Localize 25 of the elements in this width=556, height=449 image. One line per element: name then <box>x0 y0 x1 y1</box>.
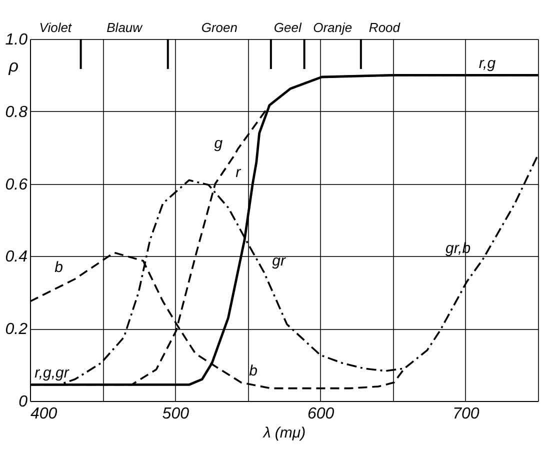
x-tick-label: 700 <box>452 406 480 422</box>
y-tick-label: 0.2 <box>5 321 28 338</box>
annotation: r,g,gr <box>34 364 70 382</box>
y-tick-label: 0.6 <box>5 176 28 194</box>
annotation: b <box>54 259 63 276</box>
y-tick-label: 0 <box>18 394 28 410</box>
annotation: g <box>214 134 224 152</box>
text: Rood <box>368 20 401 35</box>
annotation: b <box>249 362 258 380</box>
annotation: r,g <box>478 55 496 72</box>
annotation: r <box>236 164 242 181</box>
ref-line-label: Blauw <box>106 20 144 35</box>
y-tick-label: 0.4 <box>5 248 28 266</box>
y-tick-label: 0.8 <box>5 104 28 121</box>
annotation: gr <box>272 252 286 270</box>
y-tick-label: 1.0 <box>5 32 28 48</box>
x-tick-label: 400 <box>30 406 58 422</box>
x-tick-label: 500 <box>162 406 190 422</box>
ref-line-label: Oranje <box>313 20 352 35</box>
y-axis-title: ρ <box>8 56 19 76</box>
ref-line-label: Groen <box>201 20 238 35</box>
x-axis-title: λ (mμ) <box>262 424 306 442</box>
ref-line-label: Violet <box>39 20 73 35</box>
ref-line-label: Geel <box>274 20 302 35</box>
x-tick-label: 600 <box>307 406 334 422</box>
